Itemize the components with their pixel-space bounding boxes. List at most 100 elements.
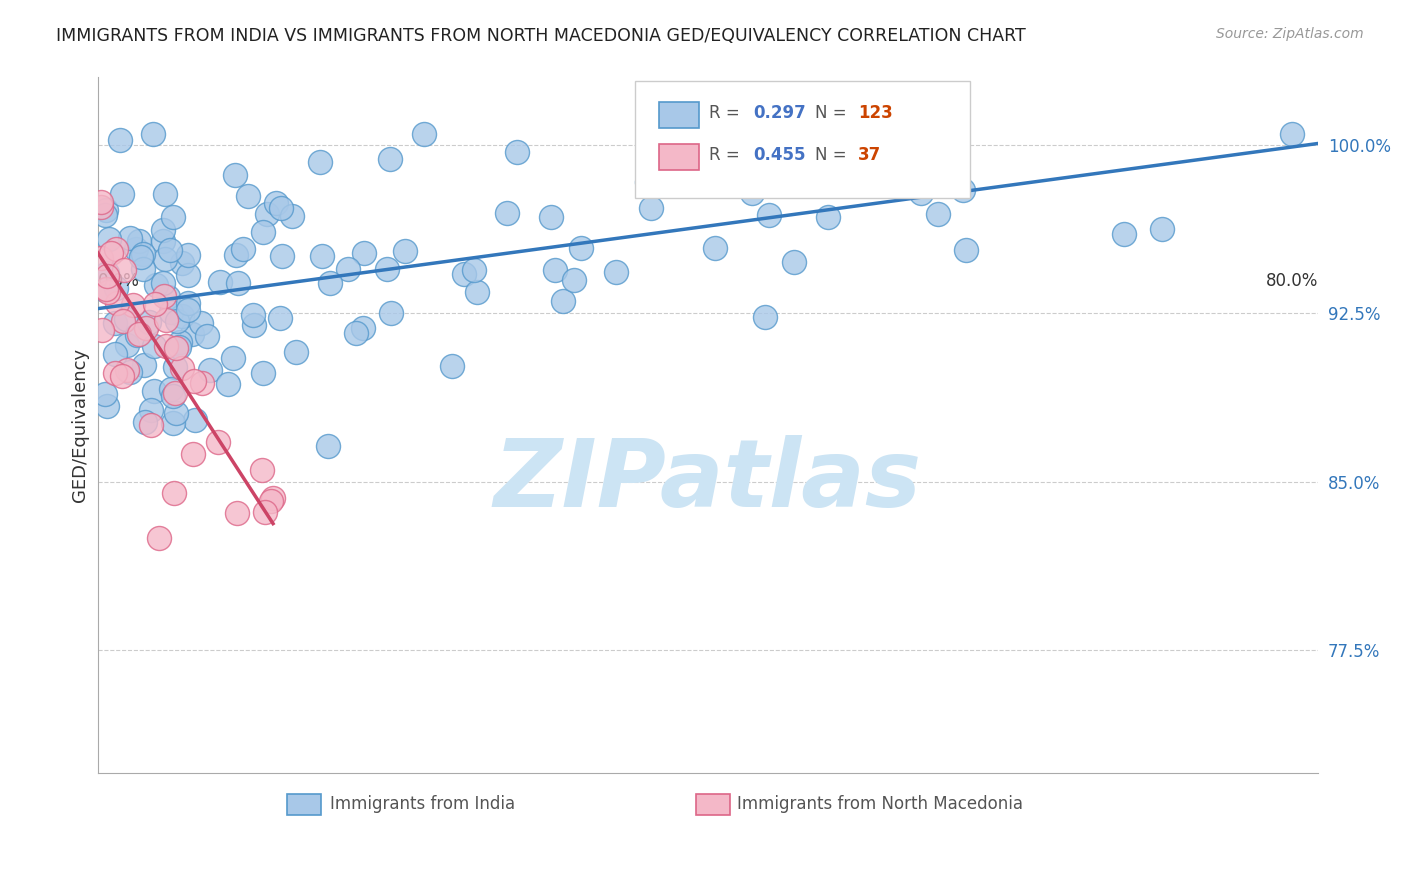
Point (910, 186, 932, 201)
Point (605, 265, 627, 279)
Text: Source: ZipAtlas.com: Source: ZipAtlas.com (1216, 27, 1364, 41)
Point (252, 366, 274, 380)
Point (114, 312, 136, 326)
Point (226, 276, 249, 290)
Point (111, 314, 134, 328)
Point (817, 210, 839, 224)
Point (262, 491, 284, 506)
Text: 37: 37 (858, 145, 882, 164)
Text: R =: R = (709, 104, 745, 122)
Point (285, 345, 308, 359)
Point (1152, 222, 1174, 236)
Point (163, 360, 186, 375)
Point (159, 244, 181, 258)
Point (105, 242, 128, 256)
Point (139, 418, 162, 433)
Point (209, 276, 232, 290)
Point (111, 187, 134, 202)
Point (122, 298, 145, 312)
Point (162, 389, 184, 403)
Point (252, 225, 274, 239)
Point (699, 127, 721, 141)
Point (413, 127, 436, 141)
Point (131, 247, 153, 261)
Point (640, 201, 662, 215)
Point (155, 339, 177, 353)
Point (440, 359, 463, 373)
Point (955, 243, 977, 257)
Point (264, 196, 287, 211)
Point (453, 268, 475, 282)
Point (783, 255, 806, 269)
Point (195, 329, 218, 343)
Point (394, 244, 416, 259)
Point (90, 200, 112, 214)
Point (908, 127, 931, 141)
Point (94, 203, 117, 218)
Point (337, 261, 360, 276)
Text: R =: R = (709, 145, 745, 164)
Point (177, 296, 200, 310)
Point (162, 416, 184, 430)
Point (225, 248, 247, 262)
Point (375, 262, 398, 277)
Point (183, 375, 205, 389)
Point (380, 306, 402, 320)
Point (132, 359, 155, 373)
Point (97, 285, 120, 299)
Point (160, 383, 183, 397)
Point (952, 183, 974, 197)
Point (238, 188, 260, 202)
Point (636, 175, 658, 189)
Point (271, 249, 294, 263)
Point (96, 268, 118, 283)
Point (226, 506, 249, 520)
Point (181, 326, 204, 341)
Point (177, 302, 200, 317)
FancyBboxPatch shape (659, 144, 699, 170)
Point (148, 531, 170, 545)
Point (94, 282, 117, 296)
Point (166, 314, 188, 328)
Point (94, 208, 117, 222)
Point (207, 435, 229, 450)
Point (281, 209, 304, 223)
Point (742, 145, 765, 159)
Text: Immigrants from North Macedonia: Immigrants from North Macedonia (737, 795, 1024, 813)
Point (243, 318, 266, 332)
Point (506, 145, 529, 160)
Point (253, 505, 276, 519)
Point (98, 232, 121, 246)
Point (544, 263, 567, 277)
Point (128, 234, 150, 248)
FancyBboxPatch shape (287, 794, 321, 815)
Y-axis label: GED/Equivalency: GED/Equivalency (72, 349, 89, 502)
Point (232, 242, 254, 256)
Point (198, 363, 221, 377)
Point (96, 399, 118, 413)
Point (118, 231, 141, 245)
Point (100, 246, 122, 260)
Point (353, 246, 375, 260)
Point (131, 262, 153, 277)
Point (217, 376, 239, 391)
Point (260, 494, 283, 508)
Point (352, 321, 374, 335)
Point (94, 284, 117, 298)
Point (152, 288, 174, 302)
Point (142, 127, 165, 141)
Point (319, 277, 342, 291)
Point (749, 149, 772, 163)
Point (224, 168, 246, 182)
Point (270, 202, 292, 216)
Point (163, 485, 186, 500)
Point (666, 160, 689, 174)
Text: 80.0%: 80.0% (1265, 272, 1319, 290)
Point (152, 276, 174, 290)
Point (1281, 127, 1303, 141)
Point (177, 248, 200, 262)
Point (741, 186, 763, 200)
Point (191, 376, 214, 390)
Point (115, 362, 138, 376)
Point (553, 294, 575, 309)
